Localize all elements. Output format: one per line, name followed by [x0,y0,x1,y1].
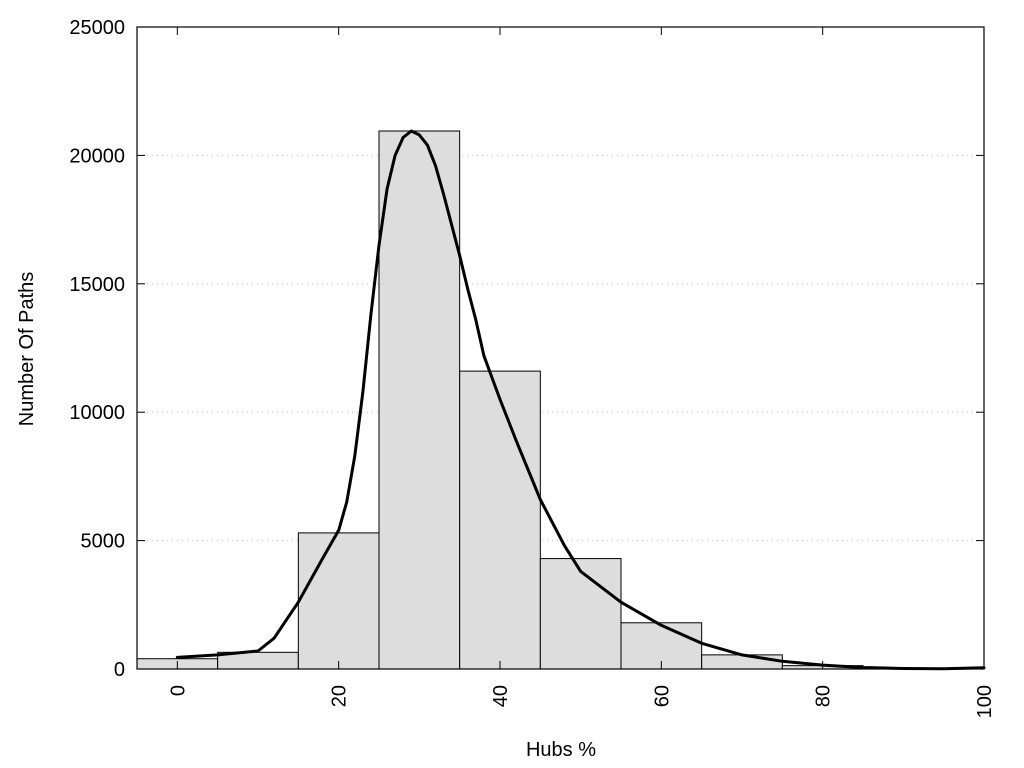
density-curve [175,129,986,671]
histogram-bars [136,130,945,670]
density-curve-layer [175,129,986,671]
y-tick-label: 20000 [69,145,125,167]
y-axis-label: Number Of Paths [16,272,38,427]
y-tick-label: 5000 [81,531,126,553]
histogram-bar [297,532,380,670]
x-tick-label: 60 [651,685,673,707]
tick-labels: 0 5000 10000 15000 20000 25000 0 20 40 60 80 100 [69,17,996,718]
histogram-bar [459,370,541,670]
histogram-bar [701,654,783,670]
plot-frame [136,26,985,670]
y-tick-label: 25000 [69,17,125,39]
x-tick-label: 80 [813,685,835,707]
x-tick-label: 100 [974,685,996,718]
axis-ticks [137,26,985,670]
y-tick-label: 15000 [69,274,125,296]
x-tick-label: 40 [490,685,512,707]
x-tick-label: 20 [329,685,351,707]
histogram-bar [539,558,622,670]
gridlines [137,154,984,542]
x-tick-label: 0 [167,685,189,696]
y-tick-label: 10000 [69,402,125,424]
x-axis-label: Hubs % [526,739,596,761]
y-tick-label: 0 [114,659,125,681]
